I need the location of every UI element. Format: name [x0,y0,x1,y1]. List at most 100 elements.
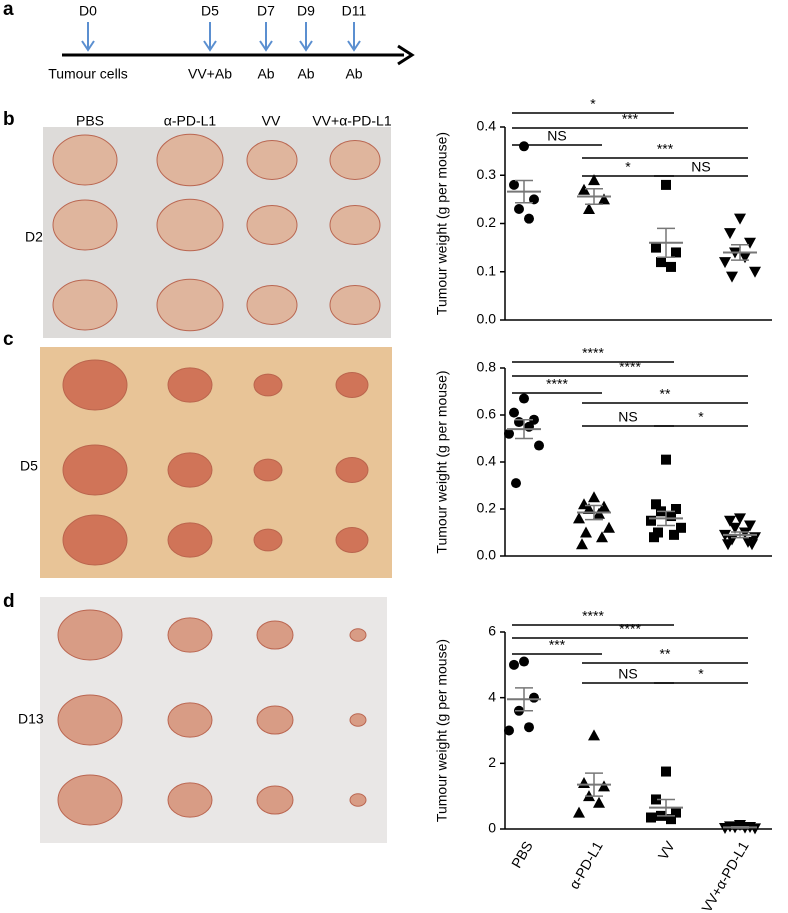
error-bar [657,798,675,817]
event-label: Ab [257,66,274,82]
error-bar [657,510,675,527]
tumour [253,373,283,397]
y-tick-label: 0.0 [477,311,497,327]
panel-letter: d [3,591,15,612]
data-point [724,228,736,240]
data-point [744,520,756,532]
data-point [649,532,659,543]
y-tick-label: 2 [488,754,496,770]
data-point [734,513,746,525]
x-tick-label: VV+α-PD-L1 [698,838,752,913]
tumour [335,457,369,483]
tumour [57,694,123,746]
data-point [646,515,656,526]
data-point [726,271,738,283]
significance-label: * [590,96,596,112]
significance-label: * [698,666,704,682]
significance-label: *** [622,111,639,127]
y-tick-label: 0.2 [477,214,497,230]
data-point [583,203,595,215]
data-point [651,242,661,253]
tumour [329,140,381,180]
tumour [329,205,381,245]
tumour [246,205,298,245]
data-point [578,777,590,789]
x-tick-label: PBS [508,838,536,870]
day-label: D0 [79,3,97,19]
photo-column-label: PBS [76,113,104,129]
error-bar [585,772,603,797]
tumour [62,444,128,496]
tumour [52,134,118,186]
photo-column-label: VV+α-PD-L1 [312,113,392,129]
x-tick-label: VV [655,838,679,863]
significance-label: NS [618,666,637,682]
tumour [335,527,369,553]
tumour [57,609,123,661]
y-tick-label: 0.6 [477,406,497,422]
data-point [529,194,539,205]
error-bar [731,531,749,539]
data-point [651,499,661,510]
data-point [724,515,736,527]
data-point [529,692,539,703]
data-point [588,174,600,186]
data-point [509,659,519,670]
data-point [583,503,595,514]
event-label: Tumour cells [48,66,128,82]
y-tick-label: 4 [488,688,496,704]
y-axis-label: Tumour weight (g per mouse) [434,639,450,822]
significance-label: **** [546,376,568,392]
tumour [253,528,283,552]
data-point [739,252,751,264]
event-label: Ab [345,66,362,82]
data-point [666,511,676,522]
tumour [62,359,128,411]
significance-label: *** [549,637,566,653]
data-point [719,257,731,269]
data-point [671,504,681,514]
significance-label: ** [660,386,671,402]
error-bar [515,687,533,712]
data-point [651,794,661,805]
data-point [534,440,544,451]
tumour [253,458,283,482]
data-point [661,454,671,465]
timeline-arrowhead [81,40,95,52]
data-point [519,141,529,152]
panel-letter: c [3,329,14,350]
tumour [349,793,367,807]
data-point [588,491,600,503]
tumour [256,785,294,815]
y-tick-label: 0.3 [477,166,497,182]
data-point [746,539,758,551]
tumour [167,452,213,488]
y-tick-label: 0.1 [477,262,497,278]
error-bar [515,418,533,440]
data-point [514,204,524,215]
panel-letter: a [3,0,14,20]
tumour [57,774,123,826]
data-point [529,414,539,425]
tumour [256,620,294,650]
tumour [167,367,213,403]
data-point [576,538,588,550]
data-point [671,247,681,258]
y-tick-label: 6 [488,623,496,639]
data-point [598,780,610,792]
data-point [578,498,590,510]
data-point [580,526,592,538]
timeline-arrowhead [397,44,415,66]
timeline-arrowhead [299,40,313,52]
data-point [588,729,600,741]
data-point [598,193,610,205]
y-tick-label: 0.2 [477,500,497,516]
panel-letter: b [3,109,15,130]
tumour [335,372,369,398]
tumour [156,198,224,252]
significance-label: * [698,409,704,425]
significance-label: NS [691,159,710,175]
data-point [729,522,741,534]
data-point [593,796,605,808]
